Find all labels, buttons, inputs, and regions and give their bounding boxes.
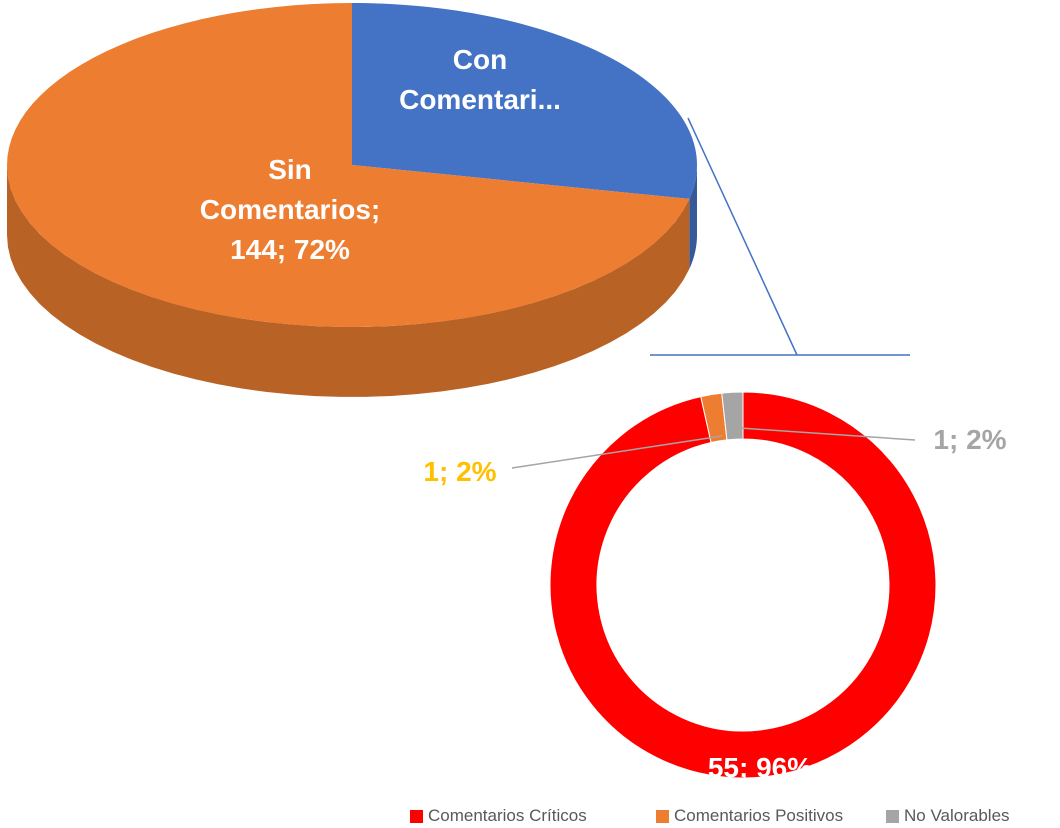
slice-side xyxy=(7,165,690,397)
donut-segment xyxy=(721,391,744,441)
legend-swatch xyxy=(886,809,899,823)
data-label: 1; 2% xyxy=(423,456,497,487)
data-label: 55; 96% xyxy=(707,752,813,783)
legend-item: Comentarios Positivos xyxy=(656,806,843,826)
pie-slice xyxy=(352,3,697,199)
slice-side xyxy=(689,165,697,269)
data-label: Con Comentari... xyxy=(399,44,561,115)
legend-label: Comentarios Positivos xyxy=(674,806,844,825)
pie-slice xyxy=(7,3,690,327)
legend-label: Comentarios Críticos xyxy=(428,806,587,825)
legend-swatch xyxy=(410,809,423,823)
legend-item: No Valorables xyxy=(886,806,1010,826)
legend-swatch xyxy=(656,809,669,823)
legend-label: No Valorables xyxy=(904,806,1010,825)
legend-item: Comentarios Críticos xyxy=(410,806,587,826)
connector xyxy=(687,117,798,356)
data-label: 1; 2% xyxy=(933,424,1007,455)
data-label: Sin Comentarios; 144; 72% xyxy=(199,154,381,265)
donut-segment xyxy=(549,391,937,779)
leader-line xyxy=(511,435,723,469)
leader-line xyxy=(739,427,916,441)
